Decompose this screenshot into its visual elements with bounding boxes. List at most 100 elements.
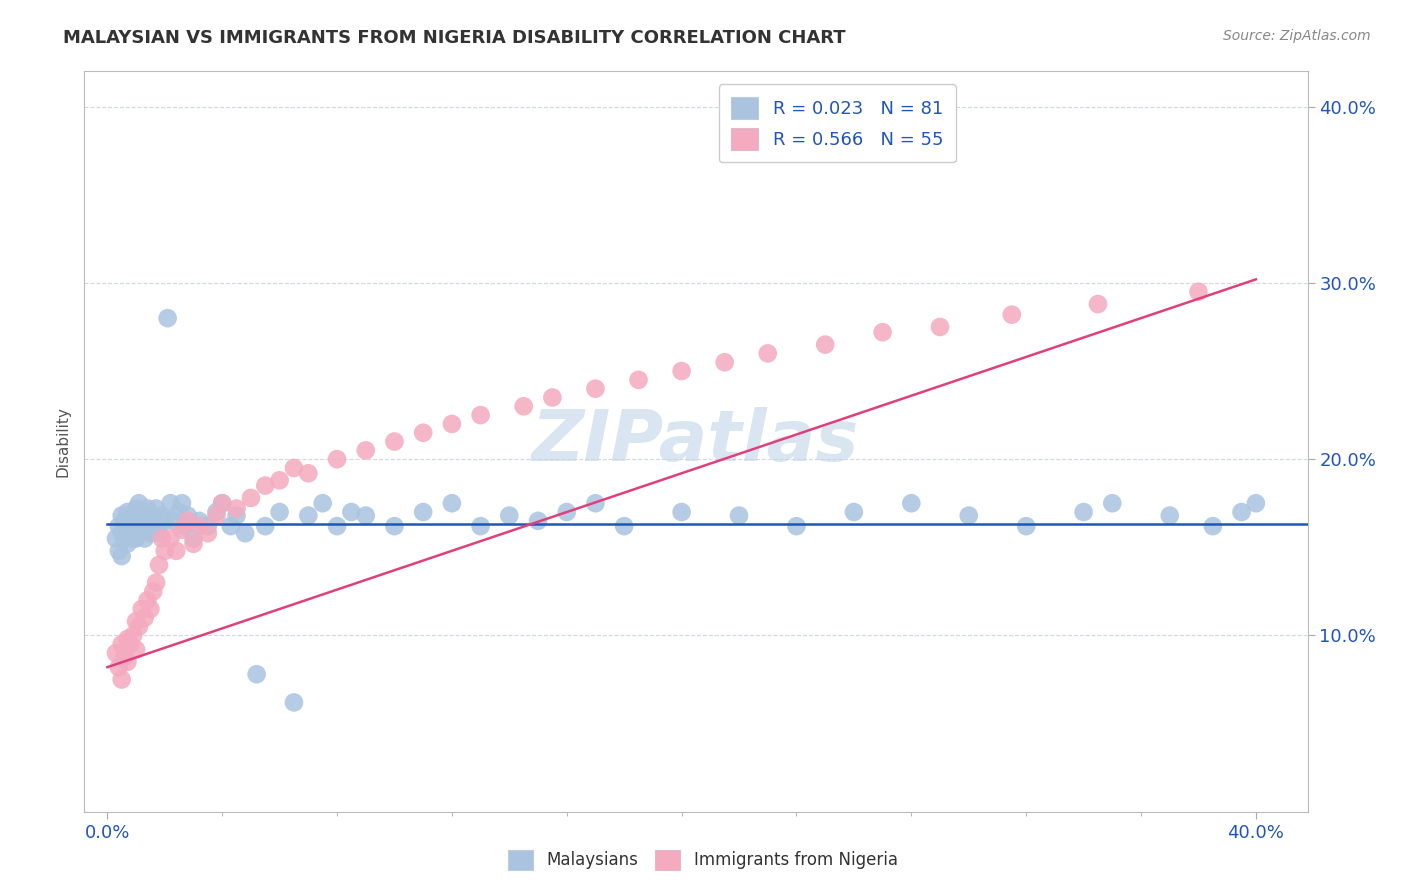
Point [122, 508, 145, 523]
Point [111, 549, 134, 563]
Point [627, 373, 650, 387]
Point [117, 537, 139, 551]
Point [1202, 519, 1225, 533]
Point [470, 519, 492, 533]
Point [211, 496, 233, 510]
Point [728, 508, 751, 523]
Point [269, 473, 291, 487]
Text: Source: ZipAtlas.com: Source: ZipAtlas.com [1223, 29, 1371, 44]
Point [219, 519, 242, 533]
Point [613, 519, 636, 533]
Point [555, 505, 578, 519]
Point [159, 496, 181, 510]
Point [156, 311, 179, 326]
Point [117, 632, 139, 646]
Point [1101, 496, 1123, 510]
Point [183, 532, 205, 546]
Point [122, 532, 145, 546]
Point [527, 514, 550, 528]
Point [145, 519, 167, 533]
Point [384, 434, 406, 449]
Point [142, 584, 165, 599]
Point [1087, 297, 1109, 311]
Point [125, 532, 148, 546]
Point [125, 642, 148, 657]
Legend: Malaysians, Immigrants from Nigeria: Malaysians, Immigrants from Nigeria [502, 843, 904, 877]
Point [541, 391, 564, 405]
Point [188, 519, 211, 533]
Point [470, 408, 492, 422]
Point [254, 478, 277, 492]
Point [104, 532, 127, 546]
Point [183, 537, 205, 551]
Point [145, 501, 167, 516]
Point [139, 526, 162, 541]
Point [134, 532, 156, 546]
Point [297, 467, 319, 481]
Point [412, 505, 434, 519]
Point [131, 602, 153, 616]
Point [128, 619, 150, 633]
Point [177, 508, 200, 523]
Point [148, 526, 170, 541]
Point [136, 593, 159, 607]
Point [159, 532, 181, 546]
Y-axis label: Disability: Disability [55, 406, 70, 477]
Point [340, 505, 363, 519]
Point [872, 325, 894, 339]
Point [842, 505, 865, 519]
Point [283, 695, 305, 709]
Point [440, 496, 463, 510]
Point [1159, 508, 1181, 523]
Text: MALAYSIAN VS IMMIGRANTS FROM NIGERIA DISABILITY CORRELATION CHART: MALAYSIAN VS IMMIGRANTS FROM NIGERIA DIS… [63, 29, 846, 47]
Point [785, 519, 807, 533]
Point [111, 508, 134, 523]
Point [170, 523, 193, 537]
Point [173, 519, 195, 533]
Point [111, 526, 134, 541]
Point [814, 337, 837, 351]
Point [205, 505, 228, 519]
Point [1230, 505, 1253, 519]
Point [136, 501, 159, 516]
Point [1187, 285, 1209, 299]
Point [148, 558, 170, 572]
Point [177, 514, 200, 528]
Point [142, 514, 165, 528]
Point [246, 667, 269, 681]
Point [150, 532, 173, 546]
Point [170, 496, 193, 510]
Point [108, 660, 131, 674]
Point [134, 514, 156, 528]
Point [326, 452, 349, 467]
Point [120, 526, 142, 541]
Point [900, 496, 922, 510]
Text: ZIPatlas: ZIPatlas [533, 407, 859, 476]
Point [162, 514, 184, 528]
Point [225, 501, 247, 516]
Point [671, 364, 693, 378]
Point [312, 496, 335, 510]
Point [713, 355, 735, 369]
Point [114, 532, 136, 546]
Point [254, 519, 277, 533]
Point [283, 461, 305, 475]
Point [131, 523, 153, 537]
Point [354, 443, 377, 458]
Point [125, 501, 148, 516]
Point [1001, 308, 1024, 322]
Point [108, 544, 131, 558]
Point [1015, 519, 1038, 533]
Point [165, 544, 187, 558]
Point [139, 508, 162, 523]
Point [114, 514, 136, 528]
Point [117, 655, 139, 669]
Point [671, 505, 693, 519]
Point [225, 508, 247, 523]
Point [131, 508, 153, 523]
Point [111, 673, 134, 687]
Point [153, 514, 176, 528]
Point [136, 523, 159, 537]
Point [153, 544, 176, 558]
Point [1073, 505, 1095, 519]
